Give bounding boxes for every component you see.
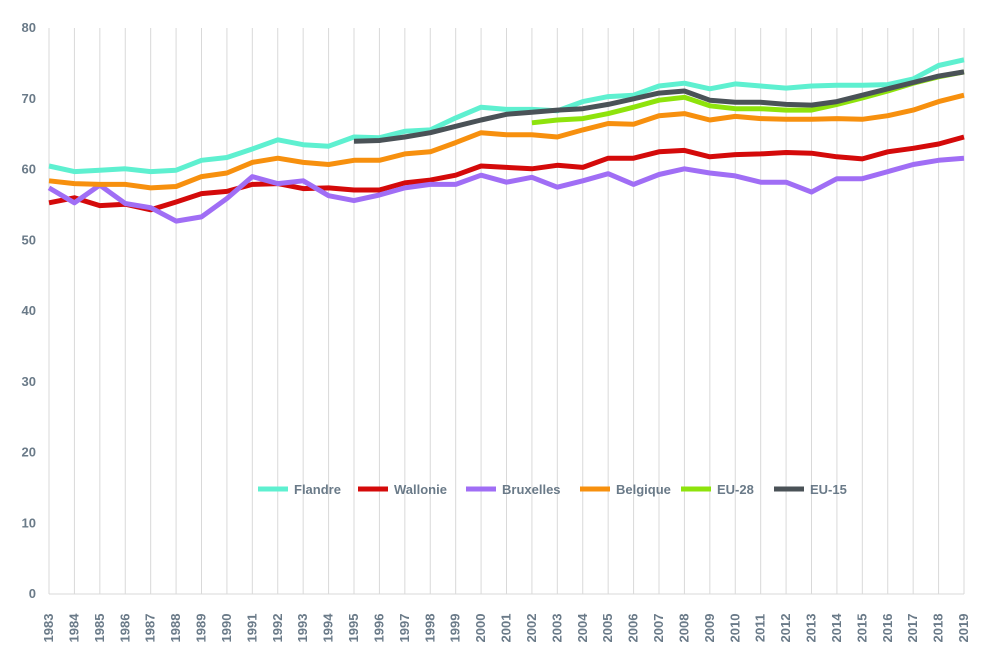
x-tick-label: 2000	[473, 614, 488, 643]
legend-label: Wallonie	[394, 482, 447, 497]
legend: Flandre Wallonie Bruxelles Belgique EU-28 EU-…	[258, 482, 847, 497]
series-lines	[47, 57, 965, 224]
legend-item-eu-15: EU-15	[774, 482, 847, 497]
y-axis: 0 10 20 30 40 50 60 70 80	[22, 20, 36, 601]
x-tick-label: 2006	[626, 614, 641, 643]
x-tick-label: 2008	[676, 614, 691, 643]
legend-label: Flandre	[294, 482, 341, 497]
x-tick-label: 1997	[397, 614, 412, 643]
x-tick-label: 1992	[270, 614, 285, 643]
x-tick-label: 2012	[778, 614, 793, 643]
series-line-wallonie	[48, 134, 965, 213]
x-tick-label: 2018	[931, 614, 946, 643]
x-tick-label: 2001	[499, 614, 514, 643]
x-tick-label: 2016	[880, 614, 895, 643]
x-tick-label: 1996	[371, 614, 386, 643]
legend-label: EU-28	[717, 482, 754, 497]
legend-item-bruxelles: Bruxelles	[466, 482, 561, 497]
x-tick-label: 1987	[143, 614, 158, 643]
x-tick-label: 1999	[448, 614, 463, 643]
x-tick-label: 2003	[549, 614, 564, 643]
y-tick-label: 60	[22, 162, 36, 177]
x-tick-label: 2019	[956, 614, 971, 643]
legend-item-belgique: Belgique	[580, 482, 671, 497]
series-line-eu-15	[353, 69, 965, 144]
legend-label: EU-15	[810, 482, 847, 497]
legend-item-wallonie: Wallonie	[358, 482, 447, 497]
x-tick-label: 1995	[346, 614, 361, 643]
gridlines	[48, 28, 965, 595]
series-line-belgique	[48, 92, 965, 191]
y-tick-label: 20	[22, 445, 36, 460]
x-tick-label: 2009	[702, 614, 717, 643]
x-tick-label: 1991	[244, 614, 259, 643]
x-tick-label: 2014	[829, 613, 844, 643]
x-axis: 1983 1984 1985 1986 1987 1988 1989 1990 1991 1992…	[41, 613, 971, 643]
x-tick-label: 1988	[168, 614, 183, 643]
x-tick-label: 1984	[66, 613, 81, 643]
legend-label: Bruxelles	[502, 482, 561, 497]
x-tick-label: 1990	[219, 614, 234, 643]
series-line-flandre	[48, 57, 965, 175]
legend-item-flandre: Flandre	[258, 482, 341, 497]
series-line-bruxelles	[47, 155, 965, 224]
x-tick-label: 1993	[295, 614, 310, 643]
x-tick-label: 1986	[117, 614, 132, 643]
x-tick-label: 2011	[753, 614, 768, 642]
y-tick-label: 40	[22, 303, 36, 318]
legend-item-eu-28: EU-28	[681, 482, 754, 497]
x-tick-label: 2010	[727, 614, 742, 643]
y-tick-label: 50	[22, 232, 36, 247]
x-tick-label: 2015	[854, 614, 869, 643]
x-tick-label: 1983	[41, 614, 56, 643]
x-tick-label: 2013	[804, 614, 819, 643]
y-tick-label: 0	[29, 586, 36, 601]
x-tick-label: 1989	[194, 614, 209, 643]
y-tick-label: 70	[22, 91, 36, 106]
x-tick-label: 1994	[321, 613, 336, 643]
x-tick-label: 2005	[600, 614, 615, 643]
x-tick-label: 2004	[575, 613, 590, 643]
y-tick-label: 80	[22, 20, 36, 35]
x-tick-label: 2017	[905, 614, 920, 643]
legend-label: Belgique	[616, 482, 671, 497]
x-tick-label: 2007	[651, 614, 666, 643]
y-tick-label: 30	[22, 374, 36, 389]
x-tick-label: 1998	[422, 614, 437, 643]
x-tick-label: 2002	[524, 614, 539, 643]
x-tick-label: 1985	[92, 614, 107, 643]
y-tick-label: 10	[22, 515, 36, 530]
